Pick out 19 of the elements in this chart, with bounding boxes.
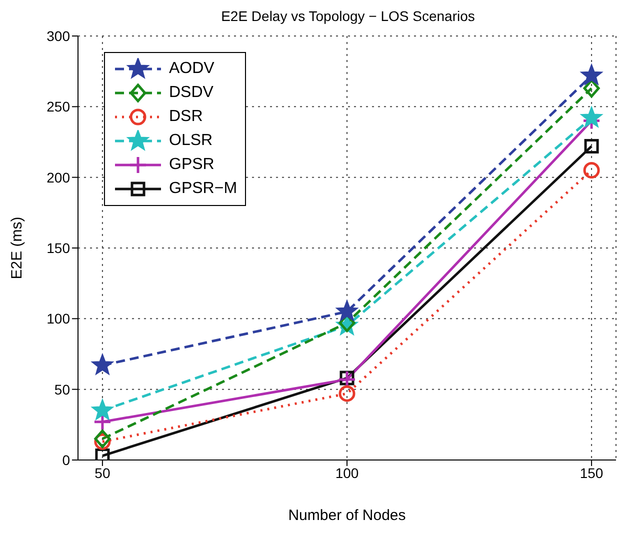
y-axis-title: E2E (ms) xyxy=(8,216,26,280)
x-tick-label: 150 xyxy=(580,464,604,481)
y-tick-label: 50 xyxy=(54,381,70,398)
x-tick-label: 50 xyxy=(94,464,110,481)
x-tick-label: 100 xyxy=(335,464,359,481)
chart-title: E2E Delay vs Topology − LOS Scenarios xyxy=(220,8,476,26)
legend-label: AODV xyxy=(169,60,214,78)
y-tick-label: 100 xyxy=(46,310,70,327)
legend-label: OLSR xyxy=(169,132,213,150)
y-tick-label: 300 xyxy=(46,28,70,44)
x-axis-title: Number of Nodes xyxy=(288,507,406,524)
legend-label: DSDV xyxy=(169,84,214,102)
legend-label: GPSR xyxy=(169,156,214,174)
y-tick-label: 0 xyxy=(62,452,70,468)
y-tick-label: 250 xyxy=(46,98,70,115)
legend-label: DSR xyxy=(169,108,203,126)
legend-label: GPSR−M xyxy=(169,180,238,198)
y-tick-label: 150 xyxy=(46,240,70,256)
y-tick-label: 200 xyxy=(46,169,70,186)
